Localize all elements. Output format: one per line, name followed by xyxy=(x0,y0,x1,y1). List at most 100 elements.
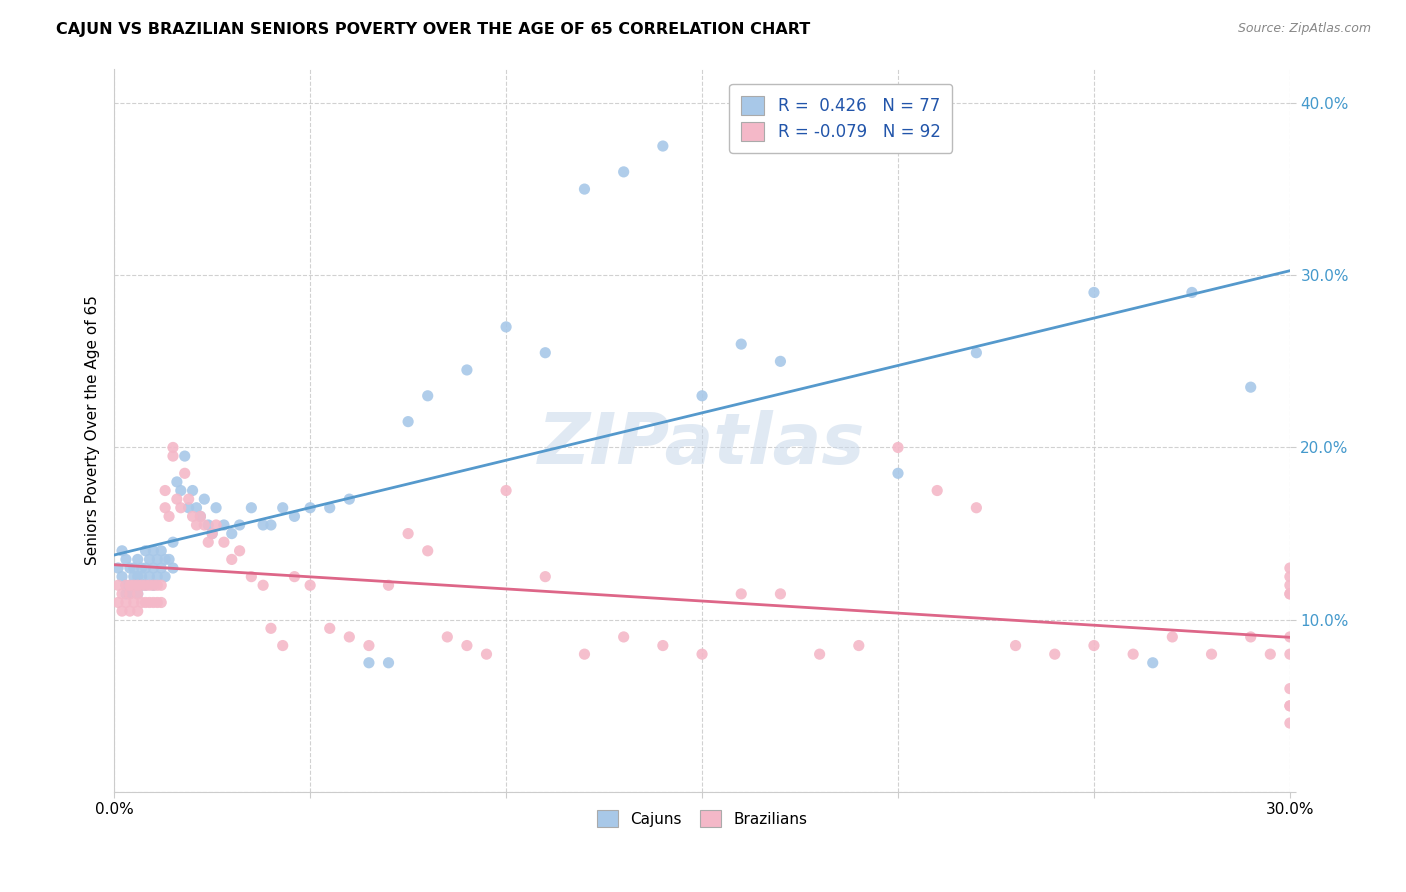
Point xyxy=(127,604,149,618)
Point xyxy=(1043,647,1066,661)
Point xyxy=(205,518,228,533)
Point xyxy=(118,578,141,592)
Point xyxy=(153,500,176,515)
Point xyxy=(221,552,243,566)
Point xyxy=(730,337,752,351)
Point xyxy=(1258,647,1281,661)
Point xyxy=(299,578,322,592)
Point xyxy=(150,578,173,592)
Point xyxy=(173,467,195,481)
Point xyxy=(197,518,219,533)
Point xyxy=(150,544,173,558)
Point xyxy=(127,569,149,583)
Point xyxy=(111,544,134,558)
Point xyxy=(118,578,141,592)
Point xyxy=(534,345,557,359)
Point xyxy=(166,492,188,507)
Point xyxy=(205,500,228,515)
Point xyxy=(142,544,165,558)
Point xyxy=(115,595,138,609)
Point xyxy=(173,449,195,463)
Point xyxy=(146,595,169,609)
Point xyxy=(115,578,138,592)
Point xyxy=(1278,698,1301,713)
Point xyxy=(574,647,596,661)
Point xyxy=(1083,639,1105,653)
Point xyxy=(456,363,478,377)
Point xyxy=(122,578,145,592)
Point xyxy=(252,518,274,533)
Point xyxy=(1278,630,1301,644)
Point xyxy=(138,578,160,592)
Point xyxy=(122,578,145,592)
Point xyxy=(162,449,184,463)
Point xyxy=(1122,647,1144,661)
Point xyxy=(115,578,138,592)
Point xyxy=(127,578,149,592)
Point xyxy=(1083,285,1105,300)
Point xyxy=(495,483,517,498)
Point xyxy=(228,518,250,533)
Point xyxy=(135,578,157,592)
Point xyxy=(157,552,180,566)
Text: ZIPatlas: ZIPatlas xyxy=(538,410,866,479)
Point xyxy=(283,509,305,524)
Point xyxy=(118,587,141,601)
Point xyxy=(283,569,305,583)
Point xyxy=(142,561,165,575)
Point xyxy=(1278,681,1301,696)
Point xyxy=(190,509,212,524)
Point xyxy=(131,569,153,583)
Point xyxy=(887,467,910,481)
Point xyxy=(436,630,458,644)
Legend: Cajuns, Brazilians: Cajuns, Brazilians xyxy=(589,802,815,835)
Point xyxy=(357,656,380,670)
Point xyxy=(201,526,224,541)
Point xyxy=(135,561,157,575)
Point xyxy=(1240,380,1263,394)
Point xyxy=(1004,639,1026,653)
Point xyxy=(142,578,165,592)
Point xyxy=(193,492,215,507)
Point xyxy=(260,518,283,533)
Point xyxy=(186,500,208,515)
Point xyxy=(1278,587,1301,601)
Point xyxy=(1278,561,1301,575)
Point xyxy=(613,165,636,179)
Point xyxy=(1278,647,1301,661)
Point xyxy=(138,595,160,609)
Text: Source: ZipAtlas.com: Source: ZipAtlas.com xyxy=(1237,22,1371,36)
Point xyxy=(730,587,752,601)
Point xyxy=(228,544,250,558)
Point xyxy=(212,535,235,549)
Point xyxy=(769,587,792,601)
Point xyxy=(115,552,138,566)
Point xyxy=(651,139,673,153)
Point xyxy=(1278,578,1301,592)
Point xyxy=(122,595,145,609)
Point xyxy=(1278,587,1301,601)
Point xyxy=(193,518,215,533)
Point xyxy=(162,561,184,575)
Point xyxy=(927,483,949,498)
Point xyxy=(107,578,129,592)
Point xyxy=(416,389,439,403)
Point xyxy=(131,561,153,575)
Point xyxy=(122,569,145,583)
Point xyxy=(111,604,134,618)
Point xyxy=(212,518,235,533)
Point xyxy=(127,587,149,601)
Point xyxy=(965,500,987,515)
Point xyxy=(142,595,165,609)
Point xyxy=(127,587,149,601)
Point xyxy=(138,552,160,566)
Point xyxy=(651,639,673,653)
Point xyxy=(808,647,831,661)
Point xyxy=(153,569,176,583)
Point xyxy=(1278,716,1301,731)
Point xyxy=(396,415,419,429)
Point xyxy=(127,578,149,592)
Point xyxy=(190,509,212,524)
Point xyxy=(166,475,188,489)
Point xyxy=(181,509,204,524)
